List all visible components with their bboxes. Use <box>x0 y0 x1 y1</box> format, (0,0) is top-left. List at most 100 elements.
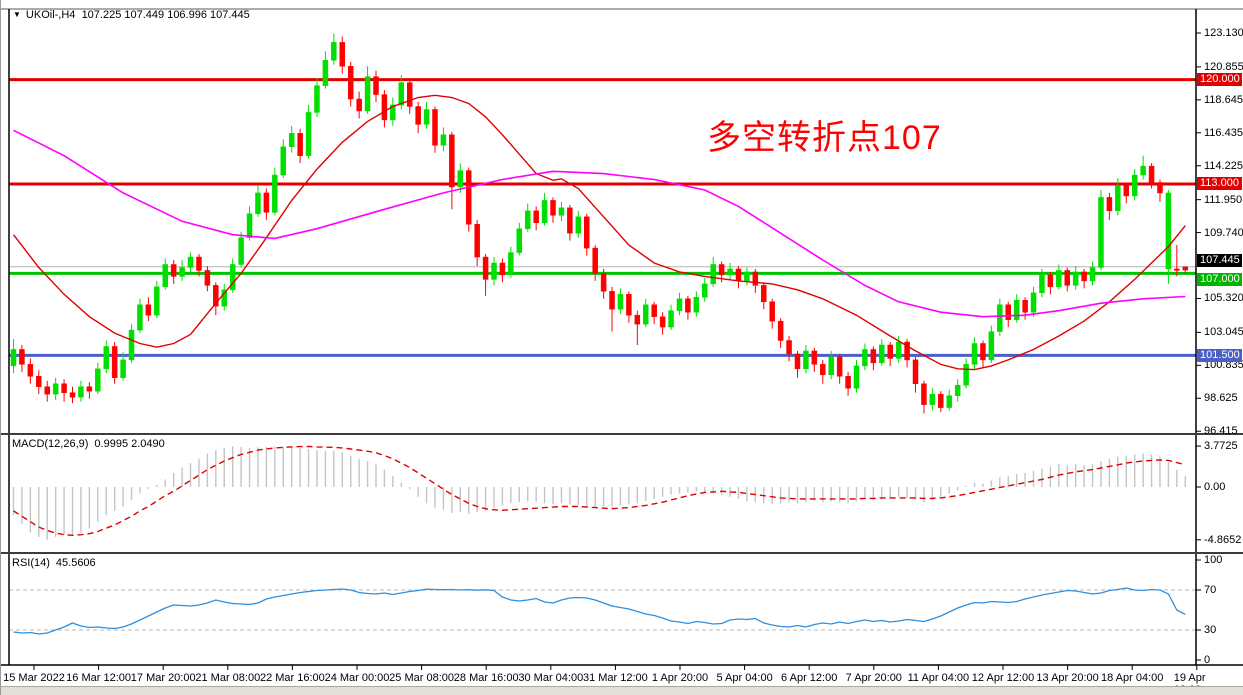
candle-body <box>828 356 834 376</box>
candle-body <box>364 76 371 112</box>
time-axis-label: 13 Apr 20:00 <box>1036 672 1099 684</box>
candle-body <box>339 42 346 67</box>
candle-body <box>288 133 295 147</box>
candle-body <box>575 216 582 234</box>
candle-body <box>1182 266 1189 271</box>
candle-body <box>592 247 598 274</box>
candle-body <box>137 304 143 331</box>
candle-body <box>1115 185 1121 212</box>
candle-body <box>154 286 160 316</box>
price-level-tag-120.000: 120.000 <box>1197 73 1242 87</box>
candle-body <box>541 200 548 224</box>
candle-body <box>86 386 93 392</box>
candle-body <box>44 386 50 395</box>
candle-body <box>879 344 885 364</box>
candle-body <box>887 344 893 359</box>
candle-body <box>482 256 489 280</box>
symbol-dropdown-icon[interactable]: ▼ <box>13 10 21 19</box>
rsi-axis-tick: 70 <box>1204 584 1217 596</box>
price-axis-tick: 123.130 <box>1204 27 1243 39</box>
time-axis-label: 24 Mar 00:00 <box>324 672 390 684</box>
chart-text-annotation[interactable]: 多空转折点107 <box>707 119 942 157</box>
candle-body <box>718 264 725 276</box>
candle-body <box>263 192 270 213</box>
candle-body <box>440 134 447 146</box>
candle-body <box>702 283 708 298</box>
candle-body <box>1030 292 1037 313</box>
candle-body <box>668 310 674 328</box>
candle-body <box>221 289 227 307</box>
candle-body <box>761 285 767 303</box>
candle-body <box>946 395 952 408</box>
candle-body <box>744 271 750 282</box>
candle-body <box>853 365 860 389</box>
candle-body <box>508 252 514 276</box>
price-level-tag-101.500: 101.500 <box>1197 348 1242 362</box>
candle-body <box>752 271 759 286</box>
candle-body <box>1013 300 1020 320</box>
candle-body <box>735 268 742 282</box>
candle-body <box>971 343 978 365</box>
candle-body <box>103 346 109 370</box>
candle-body <box>794 353 801 370</box>
candle-body <box>398 82 405 106</box>
candle-body <box>1022 300 1028 313</box>
candle-body <box>786 340 792 355</box>
candle-body <box>710 264 716 285</box>
candle-body <box>179 267 185 277</box>
candle-body <box>769 301 775 322</box>
macd-axis-tick: 0.00 <box>1204 481 1226 493</box>
candle-body <box>836 356 843 377</box>
price-axis-tick: 109.740 <box>1204 226 1243 239</box>
candle-body <box>111 346 118 379</box>
candle-body <box>331 42 337 61</box>
candle-body <box>187 256 194 268</box>
price-axis-tick: 105.320 <box>1204 292 1243 305</box>
candle-body <box>406 82 413 107</box>
candle-body <box>356 98 362 112</box>
candle-body <box>95 368 101 392</box>
time-axis-label: 22 Mar 16:00 <box>259 672 325 684</box>
candle-body <box>651 304 657 317</box>
candle-body <box>36 376 42 387</box>
macd-name: MACD(12,26,9) <box>12 438 89 450</box>
ma-slow-line <box>13 129 1186 318</box>
candle-body <box>196 256 202 271</box>
price-level-tag-113.000: 113.000 <box>1197 177 1242 191</box>
current-price-tag: 107.445 <box>1197 253 1242 267</box>
candle-body <box>617 294 624 310</box>
candle-body <box>297 133 303 156</box>
candle-body <box>912 359 919 384</box>
candle-body <box>583 216 590 249</box>
candle-body <box>423 109 430 125</box>
candle-body <box>19 349 25 365</box>
time-axis-label: 7 Apr 20:00 <box>845 672 902 684</box>
time-axis-label: 17 Mar 20:00 <box>130 672 196 684</box>
candle-body <box>1005 304 1011 320</box>
candle-body <box>550 200 556 216</box>
candle-body <box>128 329 135 361</box>
rsi-value: 45.5606 <box>55 557 96 569</box>
candle-body <box>516 228 523 253</box>
macd-signal-line <box>13 445 1186 537</box>
candle-body <box>1148 165 1155 183</box>
ohlc-values-label: 107.225 107.449 106.996 107.445 <box>81 9 250 21</box>
candle-body <box>820 364 826 376</box>
candle-body <box>980 343 986 361</box>
candle-body <box>272 174 278 213</box>
candle-body <box>1157 182 1163 194</box>
window-bottom-bar <box>1 686 1243 695</box>
price-axis-tick: 114.225 <box>1204 159 1243 172</box>
candle-body <box>524 210 531 229</box>
price-axis-tick: 103.045 <box>1204 326 1243 339</box>
rsi-indicator-label: RSI(14) 45.5606 <box>12 557 96 569</box>
candle-body <box>238 237 244 265</box>
candle-body <box>229 264 236 291</box>
candle-body <box>465 170 472 225</box>
candle-body <box>170 264 177 277</box>
candle-body <box>1131 174 1138 197</box>
candle-body <box>811 350 818 365</box>
time-axis-label: 28 Mar 16:00 <box>453 672 519 684</box>
